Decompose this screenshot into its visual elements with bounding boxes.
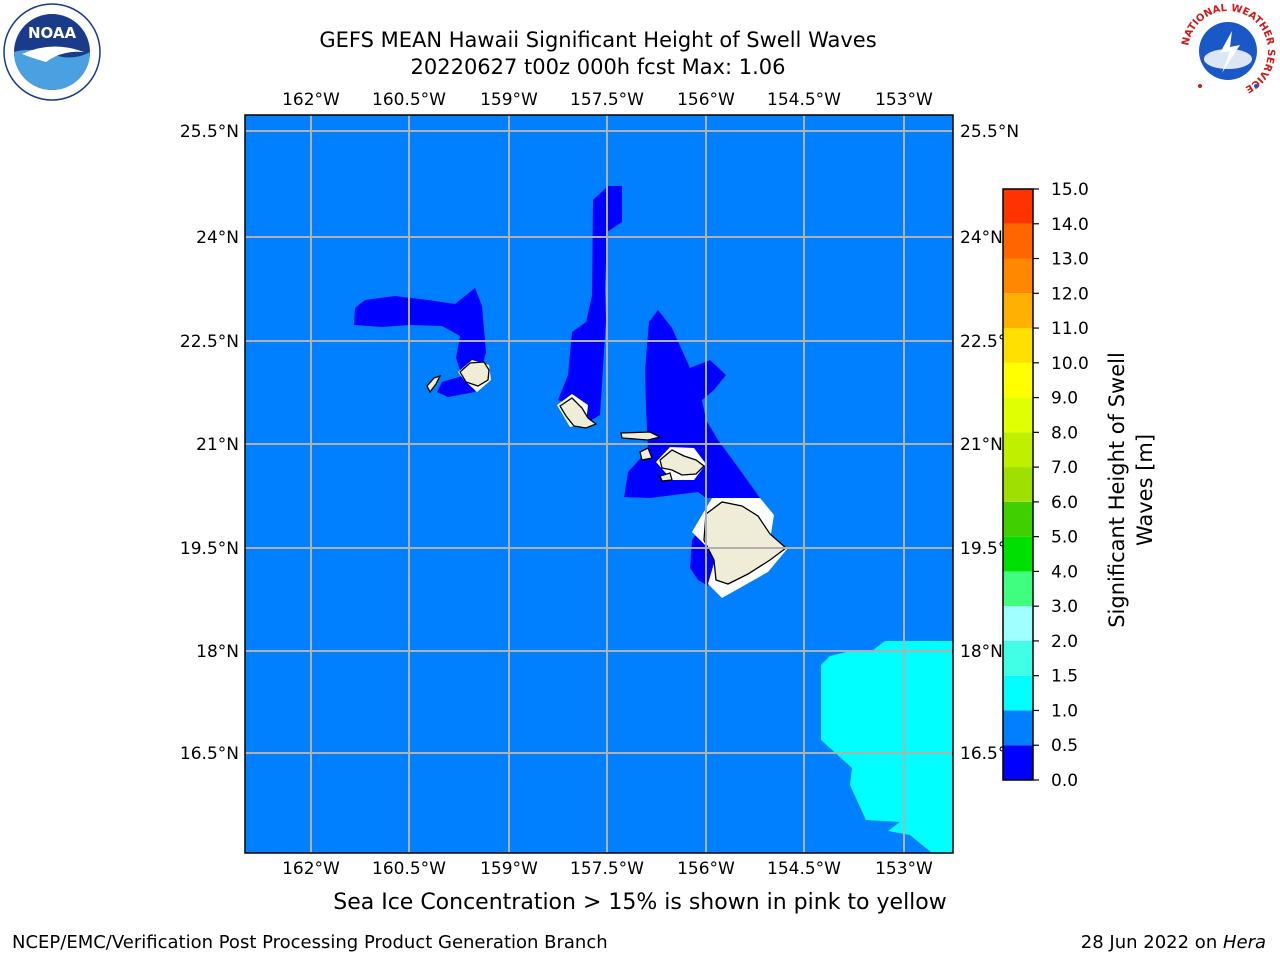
footer-host: Hera (1222, 932, 1266, 953)
colorbar-label-line2: Waves [m] (1133, 434, 1157, 546)
colorbar-tick-label: 14.0 (1051, 215, 1089, 235)
colorbar-label-line1: Significant Height of Swell (1105, 352, 1129, 628)
colorbar-label: Significant Height of Swell Waves [m] (1105, 352, 1157, 628)
lon-label-top: 153°W (875, 90, 933, 110)
lon-label-top: 160.5°W (372, 90, 446, 110)
lat-labels-left: 25.5°N 24°N 22.5°N 21°N 19.5°N 18°N 16.5°N (180, 122, 239, 764)
colorbar-tick-label: 4.0 (1051, 562, 1078, 582)
swell-band-1-1.5 (821, 641, 953, 853)
sea-ice-note: Sea Ice Concentration > 15% is shown in … (333, 890, 947, 915)
lon-label-top: 159°W (480, 90, 538, 110)
colorbar-tick-label: 15.0 (1051, 180, 1089, 200)
map-area (245, 115, 953, 853)
footer-date-text: 28 Jun 2022 on (1080, 932, 1223, 953)
lat-label-left: 22.5°N (180, 332, 239, 352)
graticule (245, 115, 953, 853)
colorbar-box (1003, 293, 1033, 329)
lon-label-bottom: 157.5°W (570, 859, 644, 879)
lat-label-left: 21°N (196, 435, 239, 455)
colorbar-box (1003, 536, 1033, 572)
lon-label-bottom: 162°W (282, 859, 340, 879)
colorbar-box (1003, 710, 1033, 746)
colorbar-tick-label: 10.0 (1051, 354, 1089, 374)
colorbar-tick-label: 1.5 (1051, 667, 1078, 687)
colorbar-box (1003, 606, 1033, 641)
lon-label-top: 154.5°W (767, 90, 841, 110)
colorbar-box (1003, 432, 1033, 468)
chart-title-line1: GEFS MEAN Hawaii Significant Height of S… (319, 28, 877, 52)
lon-labels-bottom: 162°W 160.5°W 159°W 157.5°W 156°W 154.5°W 153°… (282, 859, 933, 879)
colorbar-tick-label: 0.5 (1051, 736, 1078, 756)
colorbar: 0.0 0.5 1.0 1.5 2.0 3.0 4.0 5.0 6.0 7.0 8.0 9.0 10.0… (1002, 180, 1089, 791)
colorbar-tick-label: 13.0 (1051, 250, 1089, 270)
island-kauai (459, 361, 490, 387)
colorbar-box (1003, 745, 1033, 780)
swell-low-maui (624, 310, 760, 498)
colorbar-box (1003, 397, 1033, 433)
island-niihau (426, 374, 442, 394)
lat-label-left: 16.5°N (180, 744, 239, 764)
colorbar-box (1003, 189, 1033, 224)
colorbar-tick-label: 3.0 (1051, 597, 1078, 617)
colorbar-box (1003, 571, 1033, 607)
lon-label-bottom: 154.5°W (767, 859, 841, 879)
island-maui (659, 449, 705, 476)
lon-label-bottom: 159°W (480, 859, 538, 879)
colorbar-box (1003, 223, 1033, 259)
lon-label-bottom: 156°W (677, 859, 735, 879)
colorbar-box (1003, 258, 1033, 294)
lon-label-top: 157.5°W (570, 90, 644, 110)
colorbar-tick-label: 1.0 (1051, 701, 1078, 721)
island-lanai (639, 447, 653, 461)
island-oahu (559, 397, 598, 429)
lat-label-right: 18°N (960, 642, 1003, 662)
colorbar-box (1003, 640, 1033, 676)
colorbar-box (1003, 328, 1033, 363)
footer-credit: NCEP/EMC/Verification Post Processing Pr… (12, 932, 608, 953)
map-frame (244, 114, 954, 854)
lat-label-right: 25.5°N (960, 122, 1019, 142)
nws-logo: NATIONAL WEATHER SERVICE (1180, 3, 1276, 99)
colorbar-tick-label: 0.0 (1051, 771, 1078, 791)
colorbar-tick-label: 11.0 (1051, 319, 1089, 339)
colorbar-box (1003, 362, 1033, 398)
footer-date: 28 Jun 2022 on Hera (1081, 932, 1266, 953)
island-kahoolawe (659, 472, 673, 482)
lon-label-top: 162°W (282, 90, 340, 110)
lat-label-left: 24°N (196, 228, 239, 248)
colorbar-tick-label: 8.0 (1051, 423, 1078, 443)
island-molokai (620, 431, 662, 441)
noaa-logo-text: NOAA (28, 24, 77, 42)
island-hawaii (703, 501, 788, 585)
lat-label-right: 24°N (960, 228, 1003, 248)
lat-label-left: 25.5°N (180, 122, 239, 142)
colorbar-box (1003, 501, 1033, 537)
colorbar-frame (1002, 188, 1034, 781)
chart-title-line2: 20220627 t00z 000h fcst Max: 1.06 (410, 55, 786, 79)
colorbar-tick-label: 5.0 (1051, 528, 1078, 548)
colorbar-box (1003, 675, 1033, 711)
lon-label-top: 156°W (677, 90, 735, 110)
noaa-logo: NOAA (3, 3, 101, 101)
swell-low-kauai (354, 288, 486, 397)
lat-label-left: 19.5°N (180, 539, 239, 559)
colorbar-tick-label: 6.0 (1051, 493, 1078, 513)
lat-label-left: 18°N (196, 642, 239, 662)
colorbar-tick-label: 12.0 (1051, 284, 1089, 304)
colorbar-tick-label: 7.0 (1051, 458, 1078, 478)
lon-labels-top: 162°W 160.5°W 159°W 157.5°W 156°W 154.5°W 153°… (282, 90, 933, 110)
lat-label-right: 21°N (960, 435, 1003, 455)
colorbar-tick-label: 9.0 (1051, 389, 1078, 409)
lon-label-bottom: 160.5°W (372, 859, 446, 879)
colorbar-tick-label: 2.0 (1051, 632, 1078, 652)
lon-label-bottom: 153°W (875, 859, 933, 879)
colorbar-box (1003, 467, 1033, 502)
